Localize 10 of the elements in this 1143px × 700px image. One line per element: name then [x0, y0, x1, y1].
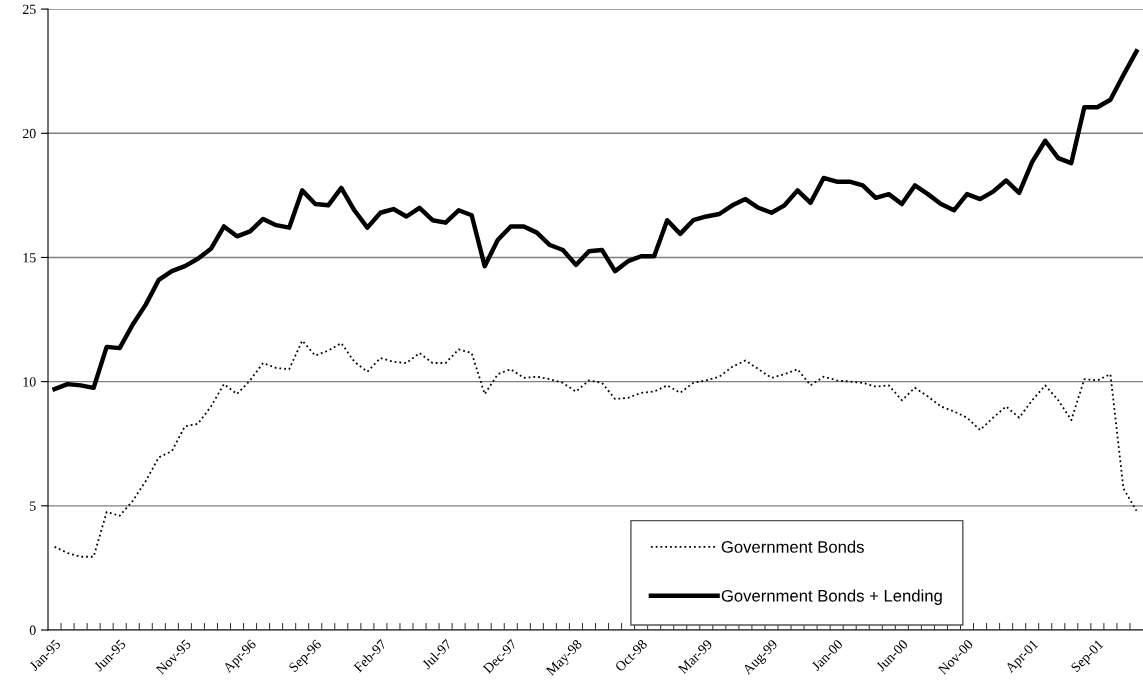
- y-tick-label: 20: [22, 128, 36, 139]
- y-tick-label: 25: [22, 4, 36, 15]
- line-series: [53, 339, 1138, 558]
- legend-label: Government Bonds: [721, 540, 864, 553]
- y-tick-label: 15: [23, 253, 36, 263]
- y-tick-label: 0: [29, 625, 36, 635]
- y-tick-label: 5: [30, 501, 36, 511]
- y-tick-label: 10: [23, 377, 36, 387]
- line-series: [52, 49, 1139, 392]
- legend-label: Government Bonds + Lending: [721, 589, 942, 605]
